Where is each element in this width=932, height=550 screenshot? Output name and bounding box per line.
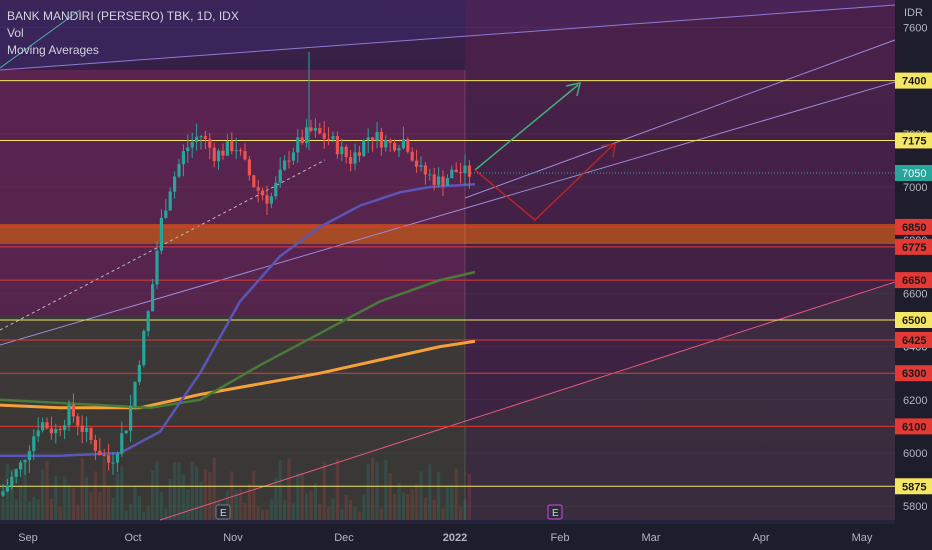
time-label-Oct: Oct xyxy=(124,532,141,544)
level-tag-text-6850: 6850 xyxy=(902,222,926,234)
earnings-event-label-upcoming: E xyxy=(552,508,559,519)
demand-zone-6850 xyxy=(0,224,895,244)
lower-channel-zone xyxy=(465,282,895,520)
upper-channel-zone xyxy=(0,0,895,70)
top-left-line xyxy=(0,9,81,69)
trend-lines xyxy=(0,4,896,521)
ma-slow-line xyxy=(0,339,476,410)
magenta-zone-right xyxy=(465,0,895,520)
projection-arrows xyxy=(474,82,616,222)
upper-channel-line xyxy=(0,4,896,71)
level-tag-6850 xyxy=(895,218,932,235)
level-tag-text-6775: 6775 xyxy=(902,242,926,254)
level-tag-text-7400: 7400 xyxy=(902,76,926,88)
price-tick-3: 6600 xyxy=(903,288,927,300)
volume-indicator-label[interactable]: Vol xyxy=(7,26,24,40)
moving-averages-label[interactable]: Moving Averages xyxy=(7,43,99,57)
time-axis[interactable]: Sep Oct Nov Dec 2022 Feb Mar Apr May xyxy=(18,532,873,544)
grid-lines xyxy=(0,26,895,507)
level-tag-7175 xyxy=(895,132,932,149)
candlesticks xyxy=(1,52,471,498)
mid-channel-line xyxy=(0,81,896,346)
bearish-arrow-head xyxy=(600,143,616,158)
moving-averages xyxy=(0,183,476,457)
currency-label: IDR xyxy=(904,7,923,19)
earnings-events[interactable]: E E xyxy=(215,504,563,520)
level-tag-text-6425: 6425 xyxy=(902,335,926,347)
lower-support-line xyxy=(159,281,896,521)
bearish-projection-arrow xyxy=(474,144,614,222)
chart-legend: BANK MANDIRI (PERSERO) TBK, 1D, IDX Vol … xyxy=(7,8,239,59)
current-price-value: 7050 xyxy=(902,168,926,180)
level-tag-6300 xyxy=(895,365,932,382)
symbol-title[interactable]: BANK MANDIRI (PERSERO) TBK, 1D, IDX xyxy=(7,9,239,23)
bullish-projection-arrow xyxy=(474,84,579,171)
lower-channel-line xyxy=(464,39,896,199)
magenta-zone-left xyxy=(0,70,465,315)
earnings-event-marker[interactable] xyxy=(215,504,231,520)
time-label-2022: 2022 xyxy=(443,532,467,544)
time-label-Mar: Mar xyxy=(642,532,661,544)
earnings-event-label: E xyxy=(220,508,227,519)
level-tag-text-6300: 6300 xyxy=(902,368,926,380)
time-label-Nov: Nov xyxy=(223,532,243,544)
level-tag-text-5875: 5875 xyxy=(902,481,926,493)
time-label-Dec: Dec xyxy=(334,532,354,544)
bullish-arrow-head xyxy=(565,82,581,97)
time-label-Feb: Feb xyxy=(551,532,570,544)
volume-bars xyxy=(1,457,471,520)
level-tag-6100 xyxy=(895,418,932,435)
level-tag-6425 xyxy=(895,331,932,348)
time-label-May: May xyxy=(852,532,873,544)
level-tag-text-6500: 6500 xyxy=(902,315,926,327)
current-price-tag xyxy=(895,165,932,181)
level-tag-text-6100: 6100 xyxy=(902,421,926,433)
price-tick-5: 6200 xyxy=(903,395,927,407)
price-tick-6: 6000 xyxy=(903,448,927,460)
time-label-Apr: Apr xyxy=(752,532,769,544)
time-label-Sep: Sep xyxy=(18,532,38,544)
dashed-trend-line xyxy=(0,159,326,331)
price-tick-0: 7600 xyxy=(903,22,927,34)
price-tick-7: 5800 xyxy=(903,501,927,513)
level-tag-text-7175: 7175 xyxy=(902,135,926,147)
ma-fast-line xyxy=(0,183,476,457)
time-axis-background xyxy=(0,524,895,550)
ma-mid-line xyxy=(0,270,476,410)
level-tag-6500 xyxy=(895,312,932,328)
level-tag-7400 xyxy=(895,72,932,89)
level-tags: 7400 7175 6850 6775 6650 6500 6425 6300 6100 5875 xyxy=(895,72,932,495)
level-tag-text-6650: 6650 xyxy=(902,275,926,287)
price-levels xyxy=(0,80,895,487)
level-tag-6775 xyxy=(895,238,932,255)
earnings-event-marker-upcoming[interactable] xyxy=(547,504,563,520)
price-tick-2: 7000 xyxy=(903,182,927,194)
level-tag-6650 xyxy=(895,272,932,289)
level-tag-5875 xyxy=(895,478,932,495)
